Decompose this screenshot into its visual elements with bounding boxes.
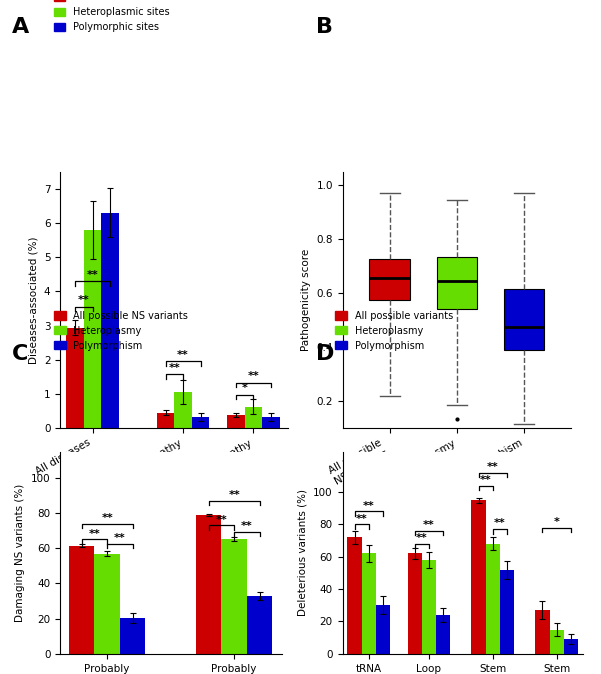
Text: *: * <box>554 517 560 527</box>
Y-axis label: Deleterious variants (%): Deleterious variants (%) <box>297 489 308 616</box>
Legend: All mtDNA sites, Heteroplasmic sites, Polymorphic sites: All mtDNA sites, Heteroplasmic sites, Po… <box>53 0 169 32</box>
PathPatch shape <box>370 259 410 300</box>
Bar <box>262 417 279 428</box>
Bar <box>227 415 245 428</box>
Y-axis label: Diseases-associated (%): Diseases-associated (%) <box>28 236 38 364</box>
Bar <box>564 639 578 654</box>
Text: B: B <box>316 17 332 37</box>
Bar <box>192 417 209 428</box>
Y-axis label: Damaging NS variants (%): Damaging NS variants (%) <box>15 483 25 622</box>
Bar <box>471 500 486 654</box>
Bar <box>436 615 450 654</box>
Bar <box>196 515 222 654</box>
Bar <box>247 596 272 654</box>
Bar <box>120 618 145 654</box>
Bar <box>407 553 422 654</box>
Text: **: ** <box>487 462 499 472</box>
Text: **: ** <box>480 474 492 485</box>
Text: **: ** <box>228 490 240 500</box>
Text: A: A <box>12 17 29 37</box>
Text: **: ** <box>168 363 180 373</box>
Bar <box>222 539 247 654</box>
Text: *: * <box>242 383 248 393</box>
Text: **: ** <box>241 521 253 530</box>
Bar <box>549 630 564 654</box>
Bar <box>84 230 102 428</box>
Bar <box>94 553 120 654</box>
Text: **: ** <box>248 371 259 381</box>
Text: **: ** <box>423 520 435 530</box>
Text: **: ** <box>177 350 189 360</box>
Bar <box>535 610 549 654</box>
Legend: All possible NS variants, Heteroplasmy, Polymorphism: All possible NS variants, Heteroplasmy, … <box>54 311 188 350</box>
Bar <box>376 605 390 654</box>
PathPatch shape <box>436 257 477 309</box>
Text: **: ** <box>363 501 375 511</box>
Bar <box>362 553 376 654</box>
Y-axis label: Pathogenicity score: Pathogenicity score <box>300 249 311 351</box>
Bar <box>174 392 192 428</box>
Bar <box>102 213 119 428</box>
Text: **: ** <box>494 518 506 528</box>
Bar <box>500 570 514 654</box>
Text: **: ** <box>216 514 227 524</box>
Text: **: ** <box>114 533 126 543</box>
Bar <box>66 328 84 428</box>
PathPatch shape <box>504 289 544 350</box>
Text: **: ** <box>416 533 428 543</box>
Text: **: ** <box>356 514 368 524</box>
Bar <box>157 412 174 428</box>
Text: D: D <box>316 344 334 364</box>
Bar <box>422 560 436 654</box>
Bar <box>486 544 500 654</box>
Text: **: ** <box>101 513 113 523</box>
Text: **: ** <box>78 295 90 305</box>
Text: C: C <box>12 344 28 364</box>
Legend: All possible variants, Heteroplasmy, Polymorphism: All possible variants, Heteroplasmy, Pol… <box>335 311 453 350</box>
Bar <box>245 407 262 428</box>
Bar <box>69 546 94 654</box>
Text: **: ** <box>88 528 100 539</box>
Text: **: ** <box>87 270 99 280</box>
Bar <box>347 537 362 654</box>
